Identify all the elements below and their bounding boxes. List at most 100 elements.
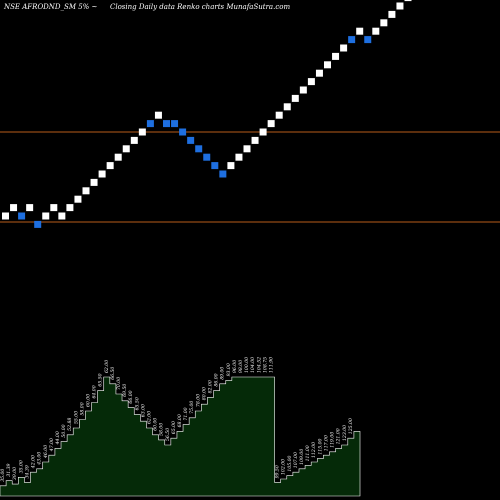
volume-label: 31.39 [6, 463, 12, 476]
renko-brick [138, 128, 146, 136]
volume-label: 102.00 [281, 459, 287, 475]
volume-label: 35.00 [0, 469, 6, 482]
renko-brick [267, 120, 275, 128]
renko-brick [50, 204, 58, 212]
renko-brick [356, 27, 364, 35]
volume-label: 111.90 [269, 357, 275, 373]
volume-label: 105.00 [287, 455, 293, 471]
volume-label: 44.00 [55, 431, 61, 445]
renko-brick [275, 111, 283, 119]
volume-label: 68.00 [177, 414, 183, 427]
renko-brick [171, 120, 179, 128]
renko-brick [219, 170, 227, 178]
volume-label: 123.00 [342, 425, 348, 441]
renko-brick [211, 162, 219, 170]
renko-brick [154, 111, 162, 119]
volume-label: 70.00 [116, 377, 122, 390]
volume-label: 78.00 [195, 394, 201, 407]
volume-label: 104.00 [250, 357, 256, 373]
renko-brick [2, 212, 9, 220]
volume-label: 65.50 [98, 373, 104, 386]
renko-brick [315, 69, 323, 77]
renko-brick [98, 170, 106, 178]
volume-label: 93.00 [226, 363, 232, 376]
chart-header-right: Closing Daily data Renko charts MunafaSu… [110, 3, 290, 11]
renko-brick [34, 220, 42, 228]
volume-label: 96.00 [232, 360, 238, 373]
volume-label: 62.00 [146, 411, 152, 424]
volume-label: 35.00 [18, 460, 24, 473]
renko-brick [114, 153, 122, 161]
volume-label: 39.00 [12, 467, 18, 480]
volume-label: 104.52 [256, 357, 262, 373]
renko-brick [307, 78, 315, 86]
renko-brick [26, 204, 34, 212]
renko-brick [299, 86, 307, 94]
renko-brick [291, 94, 299, 102]
renko-brick [163, 120, 170, 128]
renko-bricks [2, 0, 412, 228]
renko-brick [235, 153, 243, 161]
renko-brick [251, 136, 259, 144]
level-lines [0, 131, 500, 223]
volume-label: 121.00 [336, 428, 342, 444]
volume-label: 100.00 [244, 357, 250, 373]
renko-brick [130, 136, 138, 144]
renko-brick [179, 128, 187, 136]
volume-label: 111.00 [305, 445, 311, 461]
volume-label: 119.00 [330, 432, 336, 448]
volume-label: 63.00 [140, 404, 146, 417]
renko-brick [364, 36, 372, 44]
volume-area-path [0, 376, 361, 497]
volume-label: 69.50 [122, 384, 128, 397]
volume-label: 50.00 [61, 424, 67, 437]
volume-label: 108.75 [262, 357, 268, 373]
volume-label: 109.00 [299, 449, 305, 465]
renko-brick [122, 145, 130, 153]
chart-header-left: NSE AFRODND_SM 5% ~ [3, 3, 98, 11]
volume-label: 55.00 [73, 411, 79, 424]
volume-label: 112.00 [311, 442, 317, 458]
volume-area [0, 376, 361, 497]
volume-label: 89.00 [220, 367, 226, 380]
volume-label: 82.00 [208, 380, 214, 393]
volume-label: 71.00 [183, 407, 189, 420]
volume-label: 80.00 [201, 387, 207, 400]
renko-brick [66, 204, 74, 212]
volume-label: 43.00 [37, 452, 43, 466]
renko-brick [404, 0, 412, 2]
volume-label: 98.00 [238, 360, 244, 373]
renko-brick [187, 136, 195, 144]
renko-brick [396, 2, 404, 10]
renko-brick [42, 212, 50, 220]
renko-brick [283, 103, 291, 111]
renko-brick [388, 10, 396, 18]
renko-brick [195, 145, 203, 153]
renko-brick [58, 212, 66, 220]
volume-label: 64.00 [92, 385, 98, 398]
renko-brick [146, 120, 154, 128]
volume-label: 56.50 [165, 428, 171, 441]
renko-brick [340, 44, 348, 52]
volume-label: 60.00 [153, 418, 159, 431]
volume-label: 99.50 [275, 465, 281, 478]
volume-label: 47.00 [49, 438, 55, 452]
volume-label: 60.00 [85, 394, 91, 407]
volume-label: 62.00 [104, 360, 110, 373]
volume-label: 117.00 [323, 435, 329, 451]
renko-brick [380, 19, 388, 27]
volume-label: 75.00 [189, 401, 195, 414]
volume-label: 65.50 [134, 397, 140, 410]
renko-brick [203, 153, 211, 161]
renko-brick [82, 187, 90, 195]
renko-brick [332, 52, 340, 60]
volume-label: 52.88 [67, 418, 73, 431]
volume-label: 58.00 [159, 423, 165, 436]
renko-brick [243, 145, 251, 153]
volume-label: 66.50 [110, 367, 116, 380]
renko-brick [227, 162, 235, 170]
volume-label: 66.00 [128, 390, 134, 403]
renko-brick [18, 212, 26, 220]
